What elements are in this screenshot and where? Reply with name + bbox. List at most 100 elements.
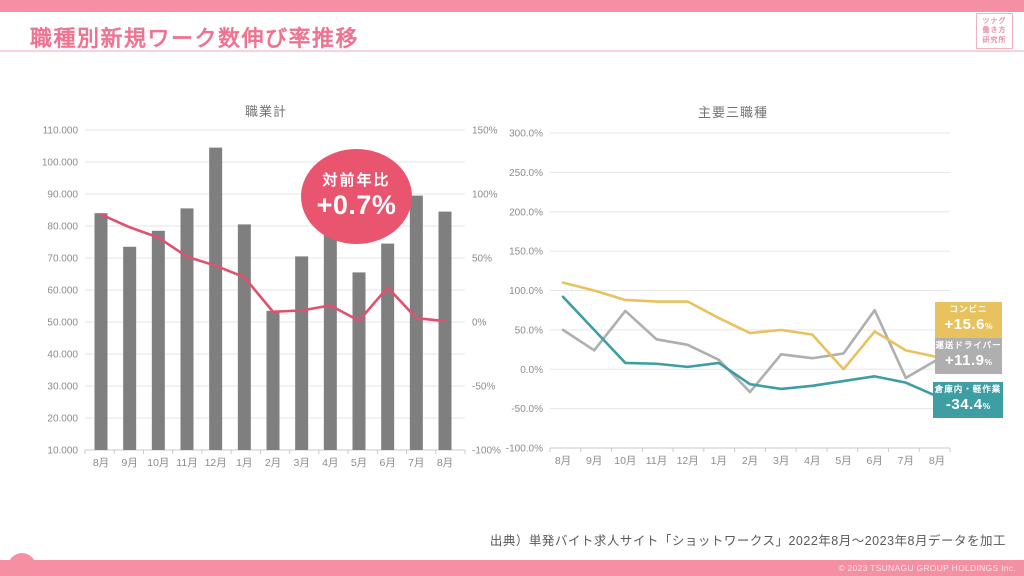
bar: [323, 229, 337, 450]
category-label: 3月: [773, 455, 789, 467]
category-label: 3月: [293, 457, 309, 469]
category-label: 5月: [351, 457, 367, 469]
category-label: 2月: [265, 457, 281, 469]
bar: [381, 243, 395, 450]
header-divider: [0, 50, 1024, 52]
legend-warehouse-name: 倉庫内・軽作業: [934, 384, 1002, 394]
top-accent-bar: [0, 0, 1024, 12]
logo-line-3: 研究所: [982, 36, 1007, 44]
legend-badge-warehouse: 倉庫内・軽作業 -34.4%: [933, 382, 1003, 418]
category-label: 1月: [711, 455, 727, 467]
category-label: 7月: [408, 457, 424, 469]
category-label: 6月: [866, 455, 882, 467]
y-axis-tick: 250.0%: [509, 168, 543, 179]
legend-driver-unit: %: [984, 356, 993, 367]
bar: [409, 195, 423, 450]
bar: [352, 272, 366, 450]
left-axis-tick: 110.000: [43, 126, 79, 137]
logo-line-1: ツナグ: [982, 17, 1007, 25]
category-label: 2月: [742, 455, 758, 467]
bar: [94, 213, 108, 450]
bar: [438, 211, 452, 450]
legend-conbini-name: コンビニ: [949, 304, 988, 314]
category-label: 8月: [929, 455, 945, 467]
bar: [209, 147, 223, 450]
legend-warehouse-unit: %: [982, 400, 991, 411]
yoy-badge: 対前年比 +0.7%: [301, 149, 412, 244]
y-axis-tick: -50.0%: [511, 404, 543, 415]
right-axis-tick: 0%: [472, 318, 487, 329]
y-axis-tick: 300.0%: [509, 129, 543, 140]
category-label: 12月: [677, 455, 699, 467]
y-axis-tick: 150.0%: [509, 247, 543, 258]
category-label: 12月: [205, 457, 227, 469]
category-label: 9月: [586, 455, 602, 467]
yoy-badge-value: +0.7%: [316, 189, 397, 220]
left-axis-tick: 10.000: [47, 446, 78, 457]
bar: [266, 310, 280, 450]
left-axis-tick: 30.000: [47, 382, 78, 393]
footer-bar: [0, 560, 1024, 576]
category-label: 1月: [236, 457, 252, 469]
bar: [151, 230, 165, 450]
right-axis-tick: -50%: [472, 382, 495, 393]
conbini-line: [561, 281, 939, 371]
right-axis-tick: 100%: [472, 190, 498, 201]
source-note: 出典）単発バイト求人サイト「ショットワークス」2022年8月～2023年8月デー…: [489, 534, 1006, 548]
legend-warehouse-value-row: -34.4%: [933, 395, 1003, 415]
bar: [123, 246, 137, 450]
company-logo: ツナグ 働き方 研究所: [976, 13, 1013, 49]
legend-badge-conbini: コンビニ +15.6%: [935, 302, 1002, 338]
bar: [295, 256, 309, 450]
y-axis-tick: 0.0%: [520, 365, 543, 376]
left-axis-tick: 60.000: [47, 286, 78, 297]
category-label: 8月: [555, 455, 571, 467]
right-axis-tick: 150%: [472, 126, 498, 137]
category-label: 4月: [804, 455, 820, 467]
page-title: 職種別新規ワーク数伸び率推移: [30, 26, 360, 51]
y-axis-tick: 50.0%: [515, 325, 543, 336]
category-label: 6月: [379, 457, 395, 469]
left-axis-tick: 90.000: [47, 190, 78, 201]
legend-badge-driver: 運送ドライバー +11.9%: [935, 338, 1002, 374]
category-label: 10月: [147, 457, 169, 469]
legend-driver-value-row: +11.9%: [935, 351, 1002, 371]
category-label: 7月: [898, 455, 914, 467]
left-axis-tick: 40.000: [47, 350, 78, 361]
chart1-title: 職業計: [245, 104, 287, 119]
right-axis-tick: 50%: [472, 254, 492, 265]
legend-driver-name: 運送ドライバー: [935, 340, 1002, 350]
chart2-title: 主要三職種: [698, 105, 768, 120]
y-axis-tick: 100.0%: [509, 286, 543, 297]
category-label: 8月: [437, 457, 453, 469]
driver-line: [561, 308, 939, 394]
category-label: 4月: [322, 457, 338, 469]
left-axis-tick: 100.000: [42, 158, 79, 169]
yoy-badge-label: 対前年比: [322, 171, 391, 189]
category-label: 9月: [121, 457, 137, 469]
legend-conbini-value-row: +15.6%: [935, 315, 1002, 335]
category-label: 11月: [176, 457, 197, 469]
legend-conbini-value: +15.6: [944, 315, 985, 333]
y-axis-tick: -100.0%: [506, 444, 543, 455]
bar: [180, 208, 194, 450]
chart1-total-occupations: 110.000 100.000 90.000 80.000 70.000 60.000 50…: [42, 126, 501, 470]
category-label: 8月: [93, 457, 109, 469]
category-label: 11月: [646, 455, 667, 467]
yoy-line: [99, 213, 447, 323]
left-axis-tick: 80.000: [47, 222, 78, 233]
y-axis-tick: 200.0%: [509, 207, 543, 218]
footer-copyright: © 2023 TSUNAGU GROUP HOLDINGS Inc.: [838, 563, 1016, 573]
left-axis-tick: 50.000: [47, 318, 78, 329]
category-label: 10月: [614, 455, 636, 467]
right-axis-tick: -100%: [472, 446, 501, 457]
left-axis-tick: 70.000: [47, 254, 78, 265]
legend-warehouse-value: -34.4: [945, 395, 983, 413]
bar: [237, 224, 251, 450]
chart2-three-major-jobs: 300.0% 250.0% 200.0% 150.0% 100.0% 50.0% 0.0% -…: [506, 129, 951, 467]
logo-line-2: 働き方: [982, 27, 1007, 35]
left-axis-tick: 20.000: [47, 414, 78, 425]
legend-conbini-unit: %: [984, 320, 993, 331]
